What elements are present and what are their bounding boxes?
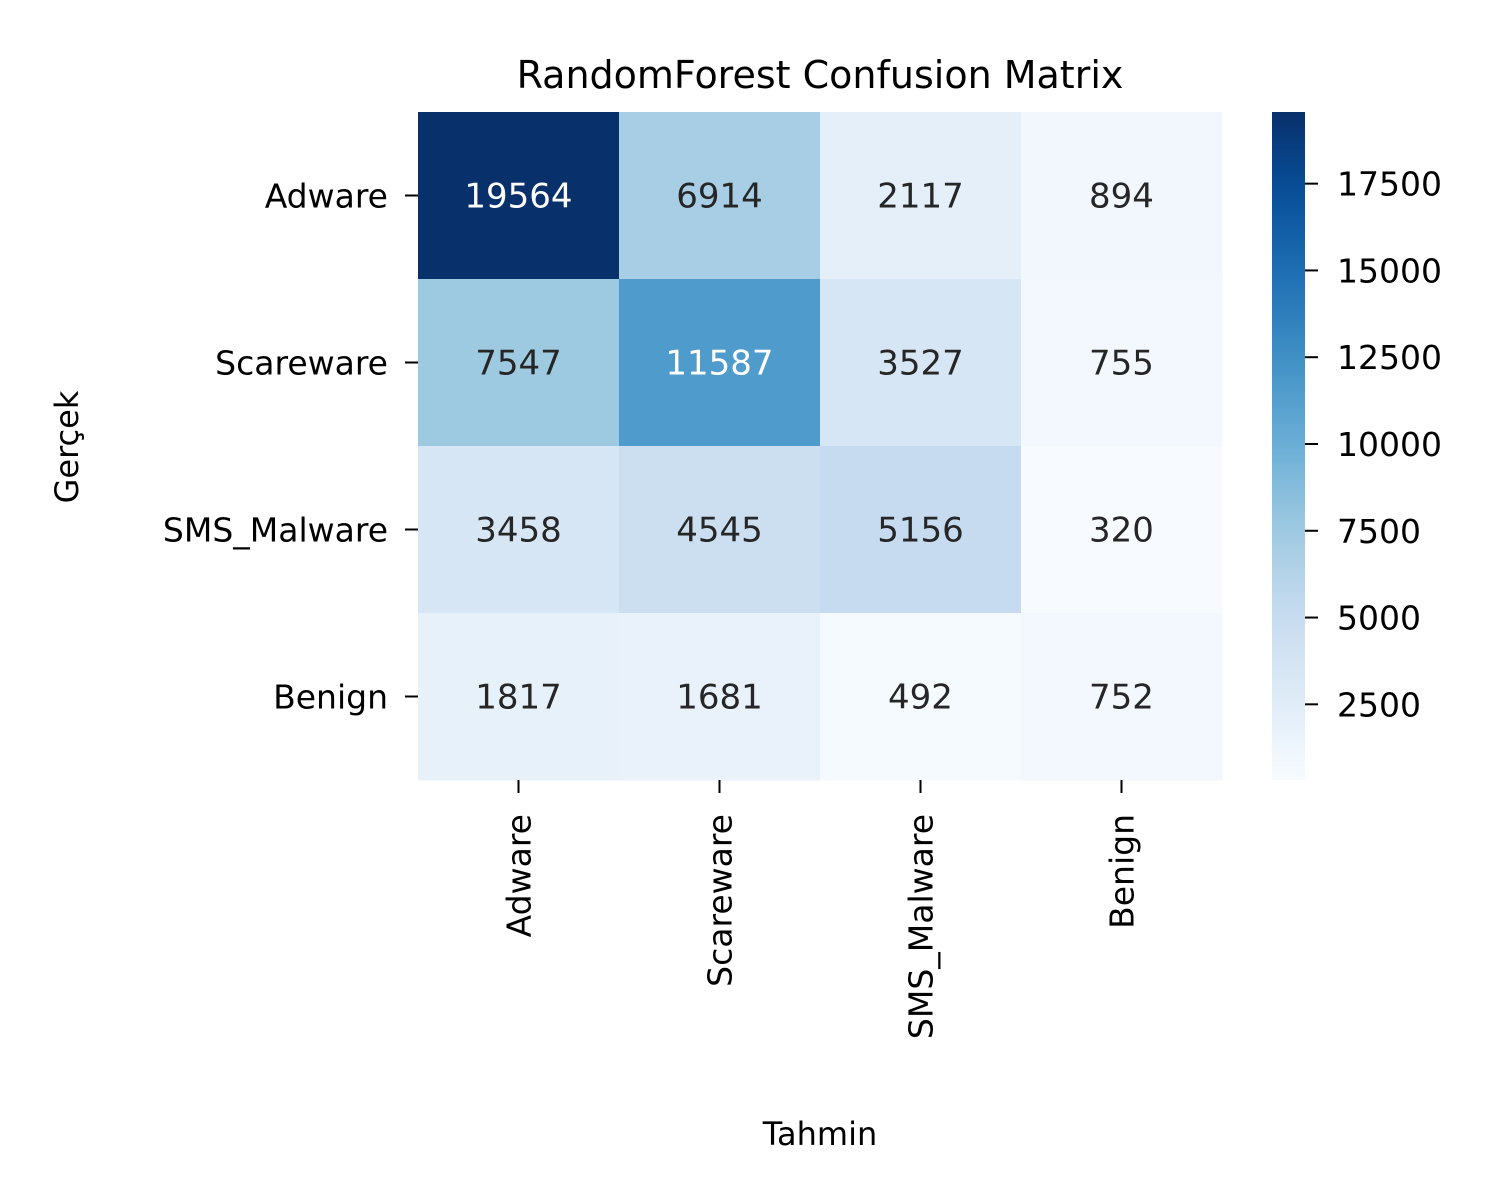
heatmap-cell — [820, 279, 1022, 447]
x-axis-label: Tahmin — [762, 1115, 877, 1153]
x-tick-label: Adware — [500, 814, 539, 937]
cell-value-label: 5156 — [877, 511, 964, 551]
cell-value-label: 3458 — [475, 511, 562, 551]
cell-value-label: 752 — [1089, 678, 1154, 718]
cell-value-label: 492 — [888, 678, 953, 718]
heatmap-cell — [418, 446, 620, 614]
colorbar-tick-label: 7500 — [1337, 512, 1421, 551]
cell-value-label: 4545 — [676, 511, 763, 551]
colorbar-tick-label: 2500 — [1337, 685, 1421, 724]
chart-title: RandomForest Confusion Matrix — [517, 53, 1124, 97]
heatmap-cell — [418, 279, 620, 447]
cell-value-label: 755 — [1089, 344, 1154, 384]
y-axis: Adware Scareware SMS_Malware Benign — [163, 177, 418, 717]
y-axis-label: Gerçek — [48, 390, 86, 503]
colorbar-tick-label: 12500 — [1337, 338, 1442, 377]
cell-value-label: 11587 — [665, 344, 773, 384]
colorbar-tick-label: 5000 — [1337, 599, 1421, 638]
heatmap-cell — [1021, 279, 1223, 447]
cell-value-label: 7547 — [475, 344, 562, 384]
heatmap-cell — [820, 446, 1022, 614]
cell-value-label: 3527 — [877, 344, 964, 384]
y-tick-label: Adware — [265, 177, 388, 216]
cell-value-label: 2117 — [877, 177, 964, 217]
colorbar-tick-label: 17500 — [1337, 165, 1442, 204]
cell-value-label: 894 — [1089, 177, 1154, 217]
cell-value-label: 6914 — [676, 177, 763, 217]
y-tick-label: SMS_Malware — [163, 511, 388, 550]
heatmap-cell — [418, 613, 620, 781]
x-tick-label: Benign — [1103, 814, 1142, 929]
heatmap-cell — [619, 112, 821, 280]
y-tick-label: Scareware — [215, 344, 388, 383]
colorbar: 2500 5000 7500 10000 12500 15000 17500 — [1272, 112, 1442, 780]
y-tick-label: Benign — [273, 678, 388, 717]
cell-value-label: 1681 — [676, 678, 763, 718]
heatmap-cell — [619, 446, 821, 614]
colorbar-tick-label: 15000 — [1337, 251, 1442, 290]
heatmap-cell — [820, 613, 1022, 781]
x-tick-label: SMS_Malware — [902, 814, 941, 1039]
heatmap-cell — [619, 279, 821, 447]
heatmap-cells: 19564 6914 2117 894 7547 11587 3527 755 3458 4545… — [418, 112, 1223, 781]
cell-value-label: 320 — [1089, 511, 1154, 551]
colorbar-tick-label: 10000 — [1337, 425, 1442, 464]
heatmap-cell — [1021, 446, 1223, 614]
x-tick-label: Scareware — [701, 814, 740, 987]
colorbar-gradient — [1272, 112, 1305, 780]
heatmap-cell — [820, 112, 1022, 280]
cell-value-label: 1817 — [475, 678, 562, 718]
heatmap-cell — [1021, 613, 1223, 781]
x-axis: Adware Scareware SMS_Malware Benign — [500, 780, 1142, 1039]
heatmap-cell — [1021, 112, 1223, 280]
cell-value-label: 19564 — [464, 177, 572, 217]
heatmap-cell — [418, 112, 620, 280]
heatmap-cell — [619, 613, 821, 781]
